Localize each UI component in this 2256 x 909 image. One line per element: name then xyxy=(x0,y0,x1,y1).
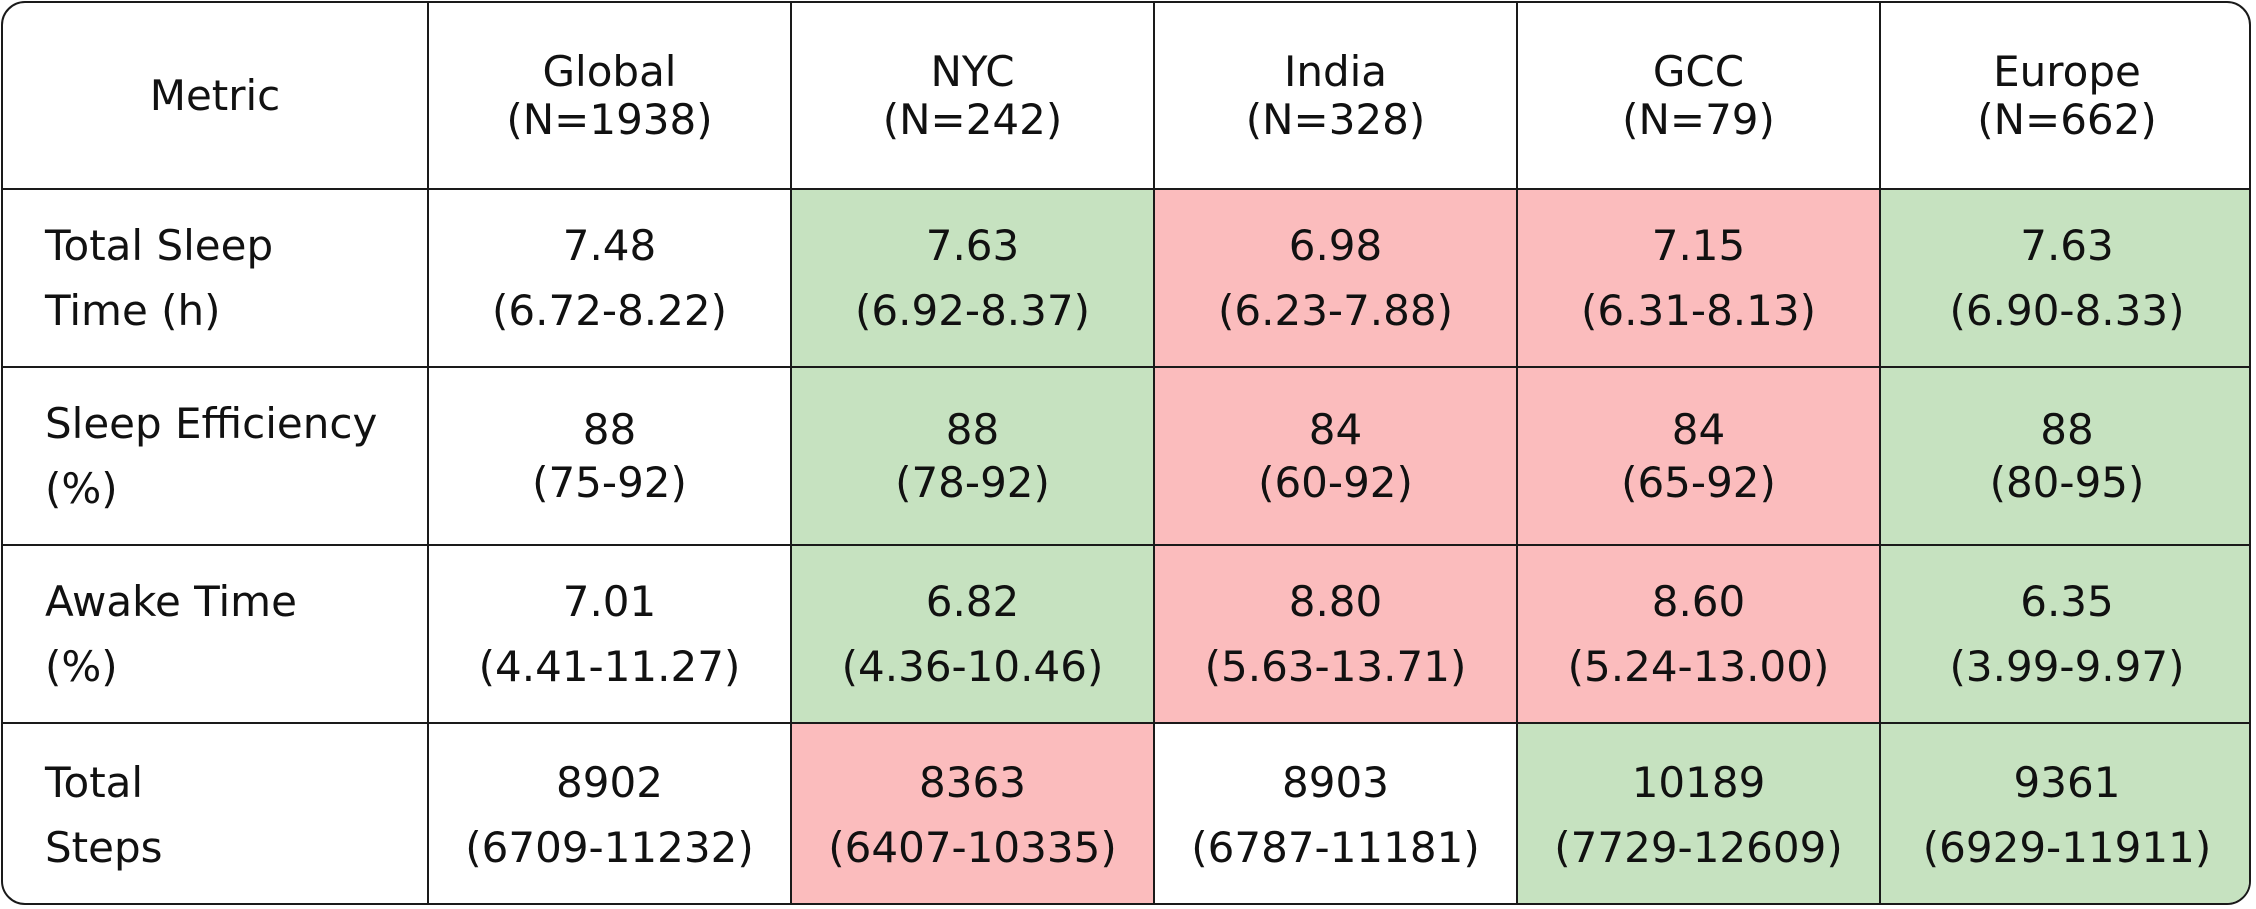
cell-global: 7.48 (6.72-8.22) xyxy=(427,188,792,368)
cell-nyc: 6.82 (4.36-10.46) xyxy=(790,544,1155,724)
cell-value: 8363 xyxy=(919,757,1026,807)
cell-europe: 7.63 (6.90-8.33) xyxy=(1879,188,2249,368)
cell-india: 6.98 (6.23-7.88) xyxy=(1153,188,1518,368)
cell-value: 7.63 xyxy=(2020,221,2114,270)
column-name: NYC xyxy=(930,46,1015,96)
cell-range: (3.99-9.97) xyxy=(1949,642,2185,691)
row-label-line: Time (h) xyxy=(45,286,221,335)
cell-range: (4.41-11.27) xyxy=(478,642,741,691)
cell-value: 88 xyxy=(582,405,637,454)
cell-range: (6.92-8.37) xyxy=(855,286,1090,335)
cell-value: 8.80 xyxy=(1288,577,1383,626)
cell-india: 8.80 (5.63-13.71) xyxy=(1153,544,1518,724)
cell-range: (80-95) xyxy=(1989,458,2145,507)
row-label-line: Total xyxy=(45,757,144,807)
cell-nyc: 7.63 (6.92-8.37) xyxy=(790,188,1155,368)
cell-nyc: 8363 (6407-10335) xyxy=(790,722,1155,903)
cell-global: 7.01 (4.41-11.27) xyxy=(427,544,792,724)
cell-value: 84 xyxy=(1671,405,1726,454)
row-label-line: Awake Time xyxy=(45,577,297,626)
cell-value: 7.48 xyxy=(562,221,657,270)
row-label: Sleep Efficiency (%) xyxy=(3,366,429,546)
cell-gcc: 84 (65-92) xyxy=(1516,366,1881,546)
cell-range: (75-92) xyxy=(532,458,687,507)
cell-range: (6929-11911) xyxy=(1922,822,2212,872)
cell-value: 7.01 xyxy=(562,577,657,626)
cell-range: (6.31-8.13) xyxy=(1581,286,1816,335)
row-label-line: (%) xyxy=(45,642,118,691)
column-sample-size: (N=328) xyxy=(1245,94,1426,144)
row-awake-time: Awake Time (%) 7.01 (4.41-11.27) 6.82 (4.36… xyxy=(3,544,2249,724)
header-nyc: NYC (N=242) xyxy=(790,3,1155,190)
cell-europe: 9361 (6929-11911) xyxy=(1879,722,2249,903)
cell-global: 88 (75-92) xyxy=(427,366,792,546)
cell-value: 8903 xyxy=(1282,757,1389,807)
cell-value: 8.60 xyxy=(1651,577,1746,626)
cell-value: 7.15 xyxy=(1651,221,1746,270)
cell-range: (65-92) xyxy=(1621,458,1776,507)
cell-europe: 6.35 (3.99-9.97) xyxy=(1879,544,2249,724)
cell-value: 6.98 xyxy=(1288,221,1383,270)
cell-range: (60-92) xyxy=(1258,458,1413,507)
column-sample-size: (N=1938) xyxy=(506,94,713,144)
cell-range: (6.23-7.88) xyxy=(1218,286,1453,335)
cell-india: 84 (60-92) xyxy=(1153,366,1518,546)
column-sample-size: (N=242) xyxy=(882,94,1063,144)
column-name: India xyxy=(1283,46,1388,96)
cell-range: (7729-12609) xyxy=(1554,822,1843,872)
row-label: Total Sleep Time (h) xyxy=(3,188,429,368)
cell-range: (5.24-13.00) xyxy=(1567,642,1830,691)
cell-europe: 88 (80-95) xyxy=(1879,366,2249,546)
cell-range: (6.72-8.22) xyxy=(492,286,727,335)
cell-range: (78-92) xyxy=(895,458,1050,507)
regional-metrics-table: Metric Global (N=1938) NYC (N=242) India (N… xyxy=(3,3,2249,903)
column-sample-size: (N=662) xyxy=(1977,94,2157,144)
row-label-line: Sleep Efficiency xyxy=(45,399,378,448)
cell-range: (5.63-13.71) xyxy=(1204,642,1467,691)
cell-value: 6.35 xyxy=(2020,577,2114,626)
cell-value: 10189 xyxy=(1631,757,1766,807)
header-europe: Europe (N=662) xyxy=(1879,3,2249,190)
header-metric: Metric xyxy=(3,3,429,190)
row-label-line: (%) xyxy=(45,464,118,513)
cell-value: 9361 xyxy=(2013,757,2121,807)
row-label-line: Total Sleep xyxy=(45,221,274,270)
cell-range: (6709-11232) xyxy=(465,822,754,872)
row-label: Total Steps xyxy=(3,722,429,903)
header-global: Global (N=1938) xyxy=(427,3,792,190)
cell-gcc: 7.15 (6.31-8.13) xyxy=(1516,188,1881,368)
row-total-sleep-time: Total Sleep Time (h) 7.48 (6.72-8.22) 7.63… xyxy=(3,188,2249,368)
cell-value: 8902 xyxy=(556,757,663,807)
column-name: Europe xyxy=(1993,46,2141,96)
header-india: India (N=328) xyxy=(1153,3,1518,190)
cell-value: 6.82 xyxy=(925,577,1020,626)
column-name: Global xyxy=(542,46,677,96)
cell-gcc: 10189 (7729-12609) xyxy=(1516,722,1881,903)
cell-range: (6407-10335) xyxy=(828,822,1117,872)
cell-gcc: 8.60 (5.24-13.00) xyxy=(1516,544,1881,724)
cell-nyc: 88 (78-92) xyxy=(790,366,1155,546)
cell-value: 84 xyxy=(1308,405,1363,454)
header-gcc: GCC (N=79) xyxy=(1516,3,1881,190)
cell-india: 8903 (6787-11181) xyxy=(1153,722,1518,903)
cell-range: (6787-11181) xyxy=(1191,822,1480,872)
row-label-line: Steps xyxy=(45,822,163,872)
cell-range: (6.90-8.33) xyxy=(1949,286,2185,335)
cell-global: 8902 (6709-11232) xyxy=(427,722,792,903)
cell-value: 7.63 xyxy=(925,221,1020,270)
column-sample-size: (N=79) xyxy=(1622,94,1775,144)
header-row: Metric Global (N=1938) NYC (N=242) India (N… xyxy=(3,3,2249,190)
row-total-steps: Total Steps 8902 (6709-11232) 8363 (6407-10… xyxy=(3,722,2249,903)
cell-value: 88 xyxy=(945,405,1000,454)
cell-range: (4.36-10.46) xyxy=(841,642,1104,691)
cell-value: 88 xyxy=(2040,405,2094,454)
column-name: GCC xyxy=(1652,46,1745,96)
row-label: Awake Time (%) xyxy=(3,544,429,724)
row-sleep-efficiency: Sleep Efficiency (%) 88 (75-92) 88 (78-92) … xyxy=(3,366,2249,546)
